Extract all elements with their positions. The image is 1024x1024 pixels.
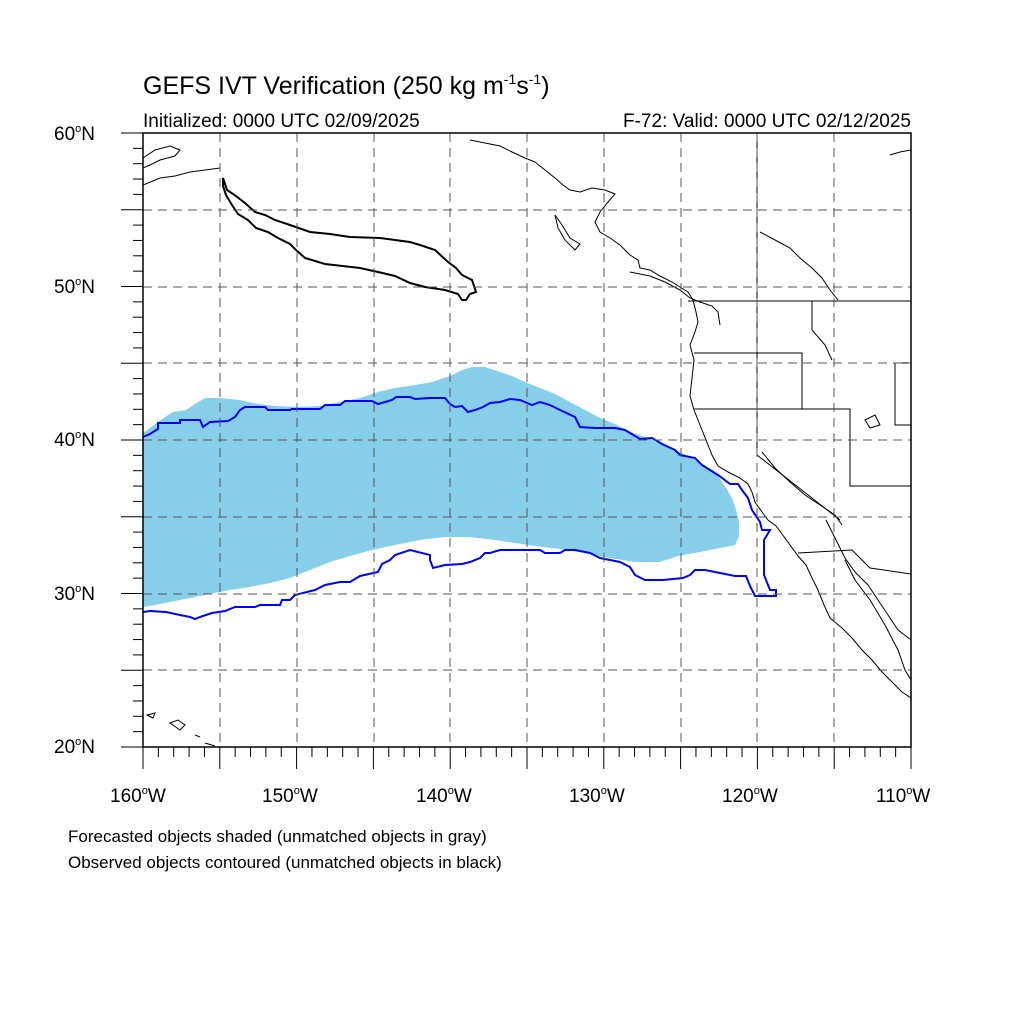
lat-label-50n: 50oN	[54, 276, 95, 298]
graticule	[143, 133, 911, 747]
lon-label-140w: 140oW	[416, 785, 472, 807]
coastline	[143, 139, 911, 747]
axis-ticks	[121, 132, 912, 769]
lat-label-30n: 30oN	[54, 583, 95, 605]
lon-label-160w: 160oW	[110, 785, 166, 807]
lat-label-60n: 60oN	[54, 123, 95, 145]
lon-label-110w: 110oW	[876, 785, 931, 807]
legend-forecast-note: Forecasted objects shaded (unmatched obj…	[68, 827, 487, 846]
legend-observed-note: Observed objects contoured (unmatched ob…	[68, 853, 502, 872]
lon-label-130w: 130oW	[569, 785, 625, 807]
lat-label-40n: 40oN	[54, 429, 95, 451]
lon-label-150w: 150oW	[262, 785, 318, 807]
observed-object-unmatched	[222, 177, 478, 301]
forecast-object-matched	[143, 367, 739, 607]
observed-object-matched	[143, 396, 777, 621]
lat-label-20n: 20oN	[54, 736, 95, 758]
map-title: GEFS IVT Verification (250 kg m-1s-1)	[143, 71, 550, 100]
initialized-time: Initialized: 0000 UTC 02/09/2025	[143, 111, 420, 132]
lon-label-120w: 120oW	[722, 785, 778, 807]
valid-time: F-72: Valid: 0000 UTC 02/12/2025	[623, 111, 911, 132]
